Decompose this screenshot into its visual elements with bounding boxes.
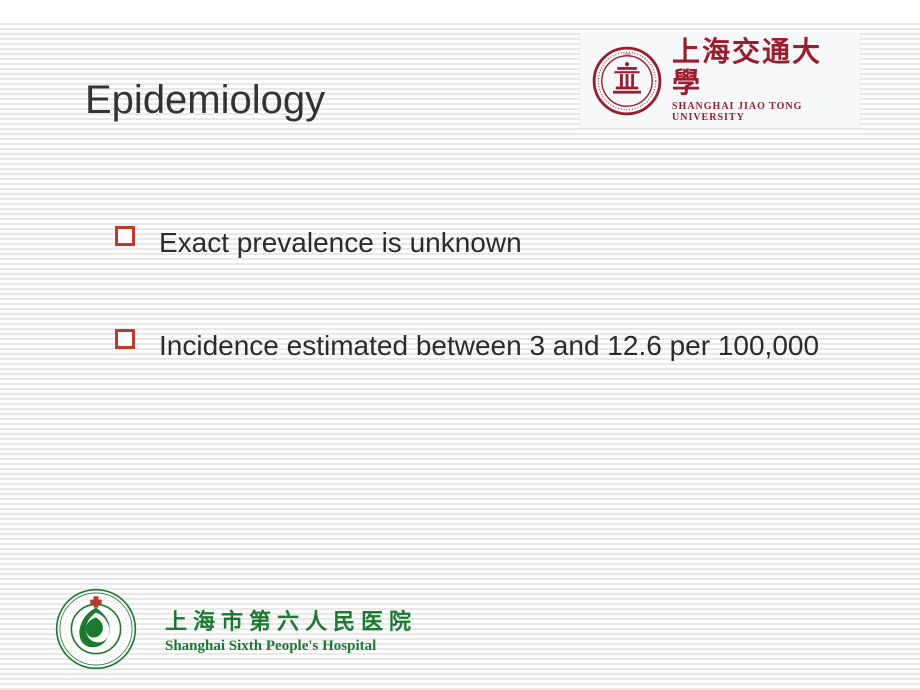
hospital-footer: 上海市第六人民医院 Shanghai Sixth People's Hospit… xyxy=(55,588,417,670)
university-name-en: SHANGHAI JIAO TONG UNIVERSITY xyxy=(672,101,848,123)
university-name-cn: 上海交通大學 xyxy=(672,38,848,100)
university-text: 上海交通大學 SHANGHAI JIAO TONG UNIVERSITY xyxy=(672,38,848,124)
bullet-marker-icon xyxy=(115,329,135,349)
bullet-text: Incidence estimated between 3 and 12.6 p… xyxy=(159,321,819,370)
page-title: Epidemiology xyxy=(85,78,325,123)
top-white-bar xyxy=(0,0,920,22)
university-seal-icon: 1896 xyxy=(592,46,662,116)
hospital-text: 上海市第六人民医院 Shanghai Sixth People's Hospit… xyxy=(165,604,417,655)
bullet-list: Exact prevalence is unknown Incidence es… xyxy=(115,218,840,424)
bullet-text: Exact prevalence is unknown xyxy=(159,218,522,267)
hospital-name-en: Shanghai Sixth People's Hospital xyxy=(165,638,417,655)
bullet-marker-icon xyxy=(115,226,135,246)
list-item: Incidence estimated between 3 and 12.6 p… xyxy=(115,321,840,370)
hospital-name-cn: 上海市第六人民医院 xyxy=(165,604,417,636)
university-logo-box: 1896 上海交通大學 SHANGHAI JIAO TONG UNIVERSIT… xyxy=(580,33,860,128)
list-item: Exact prevalence is unknown xyxy=(115,218,840,267)
hospital-seal-icon xyxy=(55,588,137,670)
